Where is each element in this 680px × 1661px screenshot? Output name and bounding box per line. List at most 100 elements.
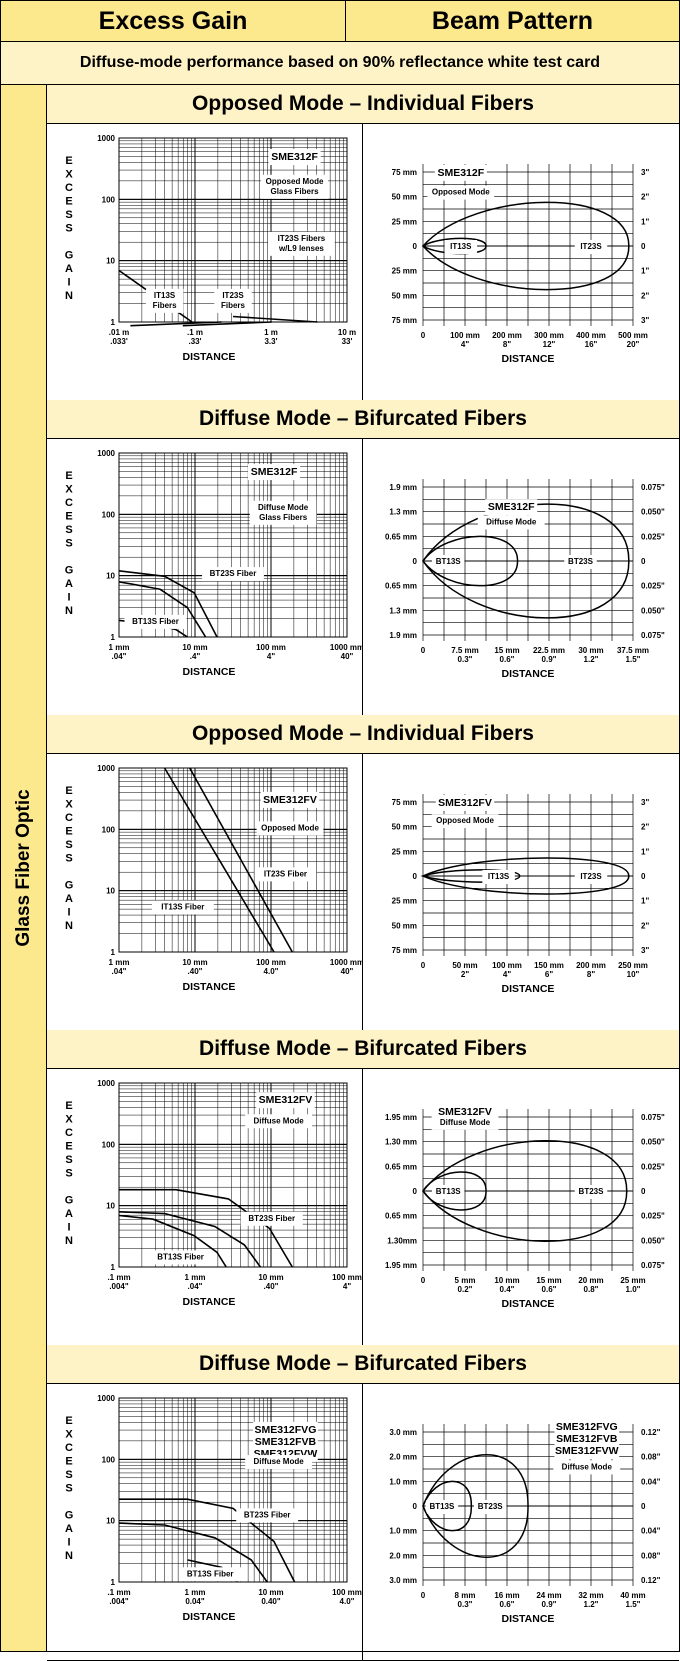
beam-lobe-label-bg <box>574 240 608 254</box>
gain-y-tick: 1 <box>111 948 116 957</box>
gain-label-text: BT13S Fiber <box>157 1252 204 1261</box>
gain-ylabel-letter: S <box>65 1168 72 1180</box>
gain-x-tick: 100 mm <box>332 1273 362 1282</box>
gain-y-tick: 1 <box>111 318 116 327</box>
gain-y-tick: 1000 <box>97 134 115 143</box>
beam-x-tick: 15 mm <box>494 646 519 655</box>
beam-x-tick: 400 mm <box>576 331 606 340</box>
beam-x-tick: 15 mm <box>536 1276 561 1285</box>
gain-x-tick: .1 mm <box>107 1588 130 1597</box>
gain-xlabel: DISTANCE <box>183 351 236 363</box>
beam-label: Diffuse Mode <box>477 515 545 530</box>
beam-left-tick: 0.65 mm <box>385 532 417 541</box>
beam-lobe-label-bg <box>574 1185 608 1199</box>
beam-x-tick: 16 mm <box>494 1591 519 1600</box>
beam-x-tick: 0 <box>421 1591 426 1600</box>
gain-label-text: Diffuse Mode <box>253 1457 304 1466</box>
gain-xlabel: DISTANCE <box>183 666 236 678</box>
beam-x-tick-sub: 0.4" <box>500 1285 515 1294</box>
gain-ylabel-letter: N <box>65 290 73 302</box>
beam-label-bg <box>485 499 538 516</box>
beam-left-tick: 0.65 mm <box>385 582 417 591</box>
beam-x-tick: 300 mm <box>534 331 564 340</box>
beam-right-tick: 0 <box>641 872 646 881</box>
beam-lobe-label: BT13S <box>431 1185 465 1199</box>
gain-ylabel-letter: G <box>65 1510 74 1522</box>
beam-pattern-chart: 75 mm 50 mm 25 mm 0 25 mm 50 mm 75 mm 3" 2" 1" 0 1"… <box>392 794 649 995</box>
gain-label-text: Opposed Mode <box>261 823 319 832</box>
beam-right-tick: 3" <box>641 946 649 955</box>
beam-x-tick: 32 mm <box>578 1591 603 1600</box>
gain-x-tick-sub: .04" <box>112 652 127 661</box>
beam-lobe-label: BT23S <box>564 555 597 569</box>
beam-lobe-label-text: IT13S <box>450 242 472 251</box>
beam-x-tick-sub: 1.5" <box>626 655 641 664</box>
beam-xlabel: DISTANCE <box>502 983 555 995</box>
gain-y-tick: 1000 <box>97 449 115 458</box>
gain-ylabel-letter: G <box>65 250 74 262</box>
gain-ylabel-letter: C <box>65 1127 73 1139</box>
gain-label: BT13S Fiber <box>179 1567 242 1582</box>
beam-x-tick: 500 mm <box>618 331 648 340</box>
beam-x-tick: 200 mm <box>576 961 606 970</box>
section-panels: E X C E S S G A I N 1000 100 10 1.01 m .033' .1 m .33' 1 … <box>47 124 679 401</box>
gain-ylabel-letter: S <box>65 524 72 536</box>
beam-left-tick: 50 mm <box>392 823 417 832</box>
beam-label-text: SME312FV <box>438 1106 492 1118</box>
beam-right-tick: 2" <box>641 193 649 202</box>
beam-left-tick: 25 mm <box>392 267 417 276</box>
beam-right-tick: 1" <box>641 897 649 906</box>
beam-x-tick-sub: 8" <box>503 340 511 349</box>
gain-y-tick: 100 <box>102 825 116 834</box>
beam-lobe <box>422 1480 473 1532</box>
beam-x-tick-sub: 0.6" <box>500 1600 515 1609</box>
gain-label-bg <box>247 464 301 481</box>
gain-ylabel-letter: I <box>67 277 70 289</box>
gain-label-text: Glass Fibers <box>271 187 320 196</box>
gain-label: Diffuse Mode <box>245 1455 312 1470</box>
gain-x-tick-sub: 40" <box>341 967 354 976</box>
beam-x-tick: 8 mm <box>455 1591 476 1600</box>
beam-lobe-label: BT13S <box>425 1500 459 1514</box>
gain-label: BT13S Fiber <box>149 1250 212 1265</box>
beam-right-tick: 1" <box>641 847 649 856</box>
beam-label-text: Opposed Mode <box>432 188 490 197</box>
gain-label-bg <box>151 900 214 915</box>
beam-pattern-chart: 75 mm 50 mm 25 mm 0 25 mm 50 mm 75 mm 3" 2" 1" 0 1"… <box>392 164 649 365</box>
beam-left-tick: 0 <box>413 1502 418 1511</box>
beam-lobe-label-bg <box>431 555 465 569</box>
beam-x-tick: 24 mm <box>536 1591 561 1600</box>
gain-label-text: IT13S Fiber <box>161 902 204 911</box>
gain-ylabel-letter: A <box>65 263 73 275</box>
beam-left-tick: 75 mm <box>392 168 417 177</box>
beam-label-bg <box>431 814 499 829</box>
beam-left-tick: 1.0 mm <box>389 1527 417 1536</box>
gain-ylabel-letter: S <box>65 209 72 221</box>
gain-ylabel-letter: E <box>65 511 72 523</box>
gain-plot-frame <box>118 452 348 638</box>
gain-x-tick: 1000 mm <box>330 643 362 652</box>
excess-gain-panel: E X C E S S G A I N 1000 100 10 1.1 mm .004" 1 mm .04" 10… <box>47 1069 363 1345</box>
beam-left-tick: 1.9 mm <box>389 483 417 492</box>
beam-right-tick: 0.025" <box>641 532 665 541</box>
beam-lobe-label: IT23S <box>574 870 608 884</box>
beam-lobe-label-text: IT23S <box>580 872 602 881</box>
beam-x-tick: 37.5 mm <box>617 646 649 655</box>
beam-pattern-chart: 3.0 mm 2.0 mm 1.0 mm 0 1.0 mm 2.0 mm 3.0 mm 0.1… <box>389 1418 661 1625</box>
gain-x-tick: 1 mm <box>109 643 130 652</box>
section-2: Diffuse Mode – Bifurcated Fibers E X C E S S G A… <box>47 400 679 716</box>
beam-x-tick: 5 mm <box>455 1276 476 1285</box>
gain-curve <box>130 321 222 327</box>
gain-ylabel-letter: C <box>65 182 73 194</box>
beam-left-tick: 50 mm <box>392 193 417 202</box>
gain-x-tick: 1 mm <box>185 1273 206 1282</box>
gain-ylabel-letter: N <box>65 920 73 932</box>
section-4: Diffuse Mode – Bifurcated Fibers E X C E S S G A… <box>47 1030 679 1346</box>
section-title: Diffuse Mode – Bifurcated Fibers <box>47 1345 679 1384</box>
gain-label-bg <box>202 567 264 582</box>
gain-ylabel-letter: G <box>65 1195 74 1207</box>
gain-y-tick: 10 <box>106 572 115 581</box>
